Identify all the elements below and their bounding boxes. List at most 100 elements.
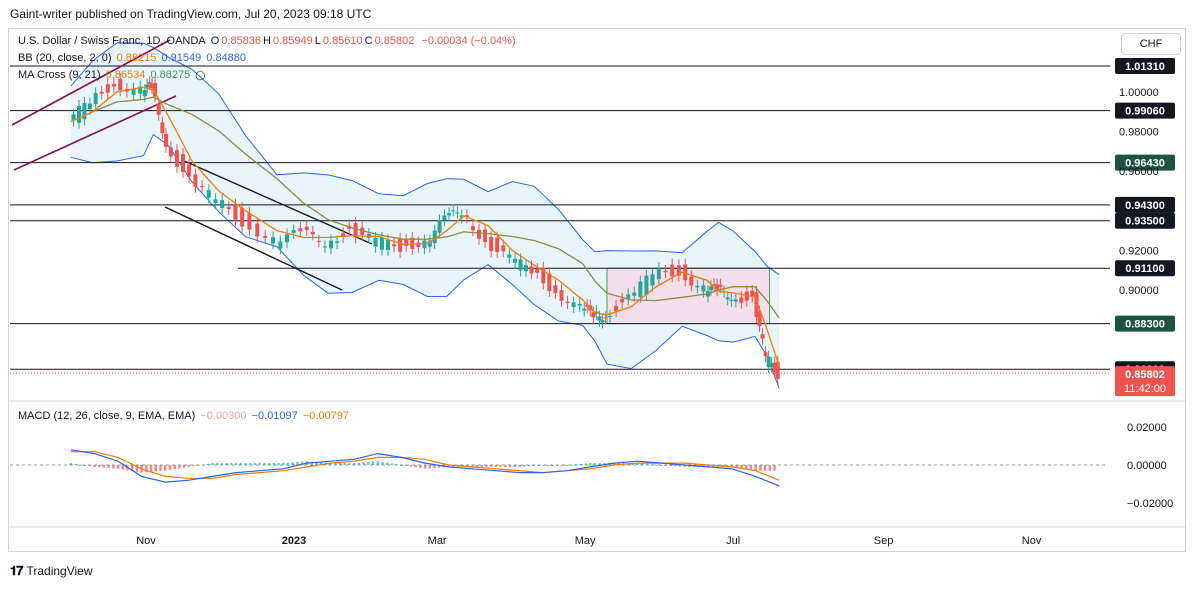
macd-histogram-bar [386,462,389,465]
candle-body [379,237,384,250]
candle-body [213,199,218,204]
candle [410,231,415,255]
macd-histogram-bar [589,463,592,465]
candle-body [495,237,500,252]
bb-label[interactable]: BB (20, close, 2, 0) [18,52,112,64]
candle-body [156,103,161,115]
price-axis-tick-0: 1.00000 [1119,87,1159,99]
macd-histogram-bar [414,465,417,468]
macd-histogram-bar [211,463,214,465]
candle-body [754,292,759,318]
currency-button[interactable]: CHF [1121,33,1181,55]
macd-histogram-bar [504,465,507,467]
candle [442,209,447,227]
candle-body [750,290,755,297]
candle-body [410,237,415,249]
candle [247,207,252,236]
candle-body [255,223,260,237]
level-tag-bg-4 [1115,212,1175,229]
ohlc-value-l: 0.85610 [322,35,363,47]
candle-body [131,88,136,95]
candle [131,82,136,101]
candle [577,297,582,312]
candle [278,235,283,255]
macd-histogram-bar [400,465,403,466]
candle [200,180,205,193]
ohlc-label-o: O [210,35,220,47]
bb-upper-line [70,42,780,276]
candle-body [553,285,558,294]
candle-body [763,352,768,357]
candle-body [455,212,460,214]
candle-body [683,264,688,281]
macd-histogram-bar [546,465,550,466]
macd-histogram-bar [192,465,195,467]
candle [495,231,500,258]
macd-histogram-bar [178,465,181,469]
candle-body [541,267,546,284]
macd-histogram-bar [763,465,767,471]
candle [322,240,327,253]
candle-body [670,264,675,277]
candle [174,144,179,173]
macd-histogram-bar [768,465,771,471]
candle [255,217,260,243]
candle [766,350,771,374]
candle-body [718,284,723,287]
candle-body [71,114,76,121]
candle-body [766,356,771,368]
macd-histogram-bar [253,463,257,465]
macd-histogram-bar [645,463,649,465]
candle [715,278,720,297]
symbol-title[interactable]: U.S. Dollar / Swiss Franc, 1D, OANDA [18,35,206,47]
candle [470,220,475,237]
candle [501,239,506,258]
macd-histogram-bar [362,462,365,465]
tradingview-logo[interactable]: 𝟏𝟕 TradingView [10,563,93,579]
macd-histogram-bar [338,463,342,465]
macd-histogram-bar [267,463,271,465]
candle [744,285,749,307]
candle-body [446,213,451,216]
candle [483,223,488,249]
candle-body [335,241,340,244]
candle [591,306,596,324]
candle-body [695,285,700,288]
candle-body [729,299,734,301]
level-tag-label-1: 0.99060 [1125,106,1165,118]
ma-cross-label[interactable]: MA Cross (9, 21) [18,69,101,81]
macd-histogram-bar [749,465,753,470]
candle [712,278,717,292]
candle-body [87,103,92,110]
candle [695,279,700,294]
candle [718,278,723,293]
candle-body [600,319,605,323]
candle [373,232,378,253]
candle-body [193,174,198,187]
macd-histogram-bar [485,465,488,467]
macd-line-value: −0.01097 [251,410,298,422]
macd-histogram-bar [532,465,535,466]
macd-histogram-bar [282,463,285,465]
macd-histogram-bar [735,465,738,468]
candle [341,227,346,243]
ma-slow-value: 0.88275 [150,69,191,81]
level-tag-bg-3 [1115,196,1175,213]
macd-histogram-bar [357,462,361,465]
candle [632,286,637,302]
candle [93,87,98,111]
candle [392,238,397,253]
candle [513,252,518,269]
macd-histogram-bar [773,465,776,471]
candle-body [226,206,231,210]
macd-label[interactable]: MACD (12, 26, close, 9, EMA, EMA) [18,410,196,422]
candle [87,97,92,116]
macd-histogram-bar [499,465,502,467]
level-price-tag-0: 1.01310 [1115,58,1175,75]
macd-histogram-bar [107,465,110,469]
candle-body [591,312,596,318]
candle-body [715,284,720,291]
macd-histogram-bar [286,462,290,465]
ohlc-value-c: 0.85802 [374,35,415,47]
